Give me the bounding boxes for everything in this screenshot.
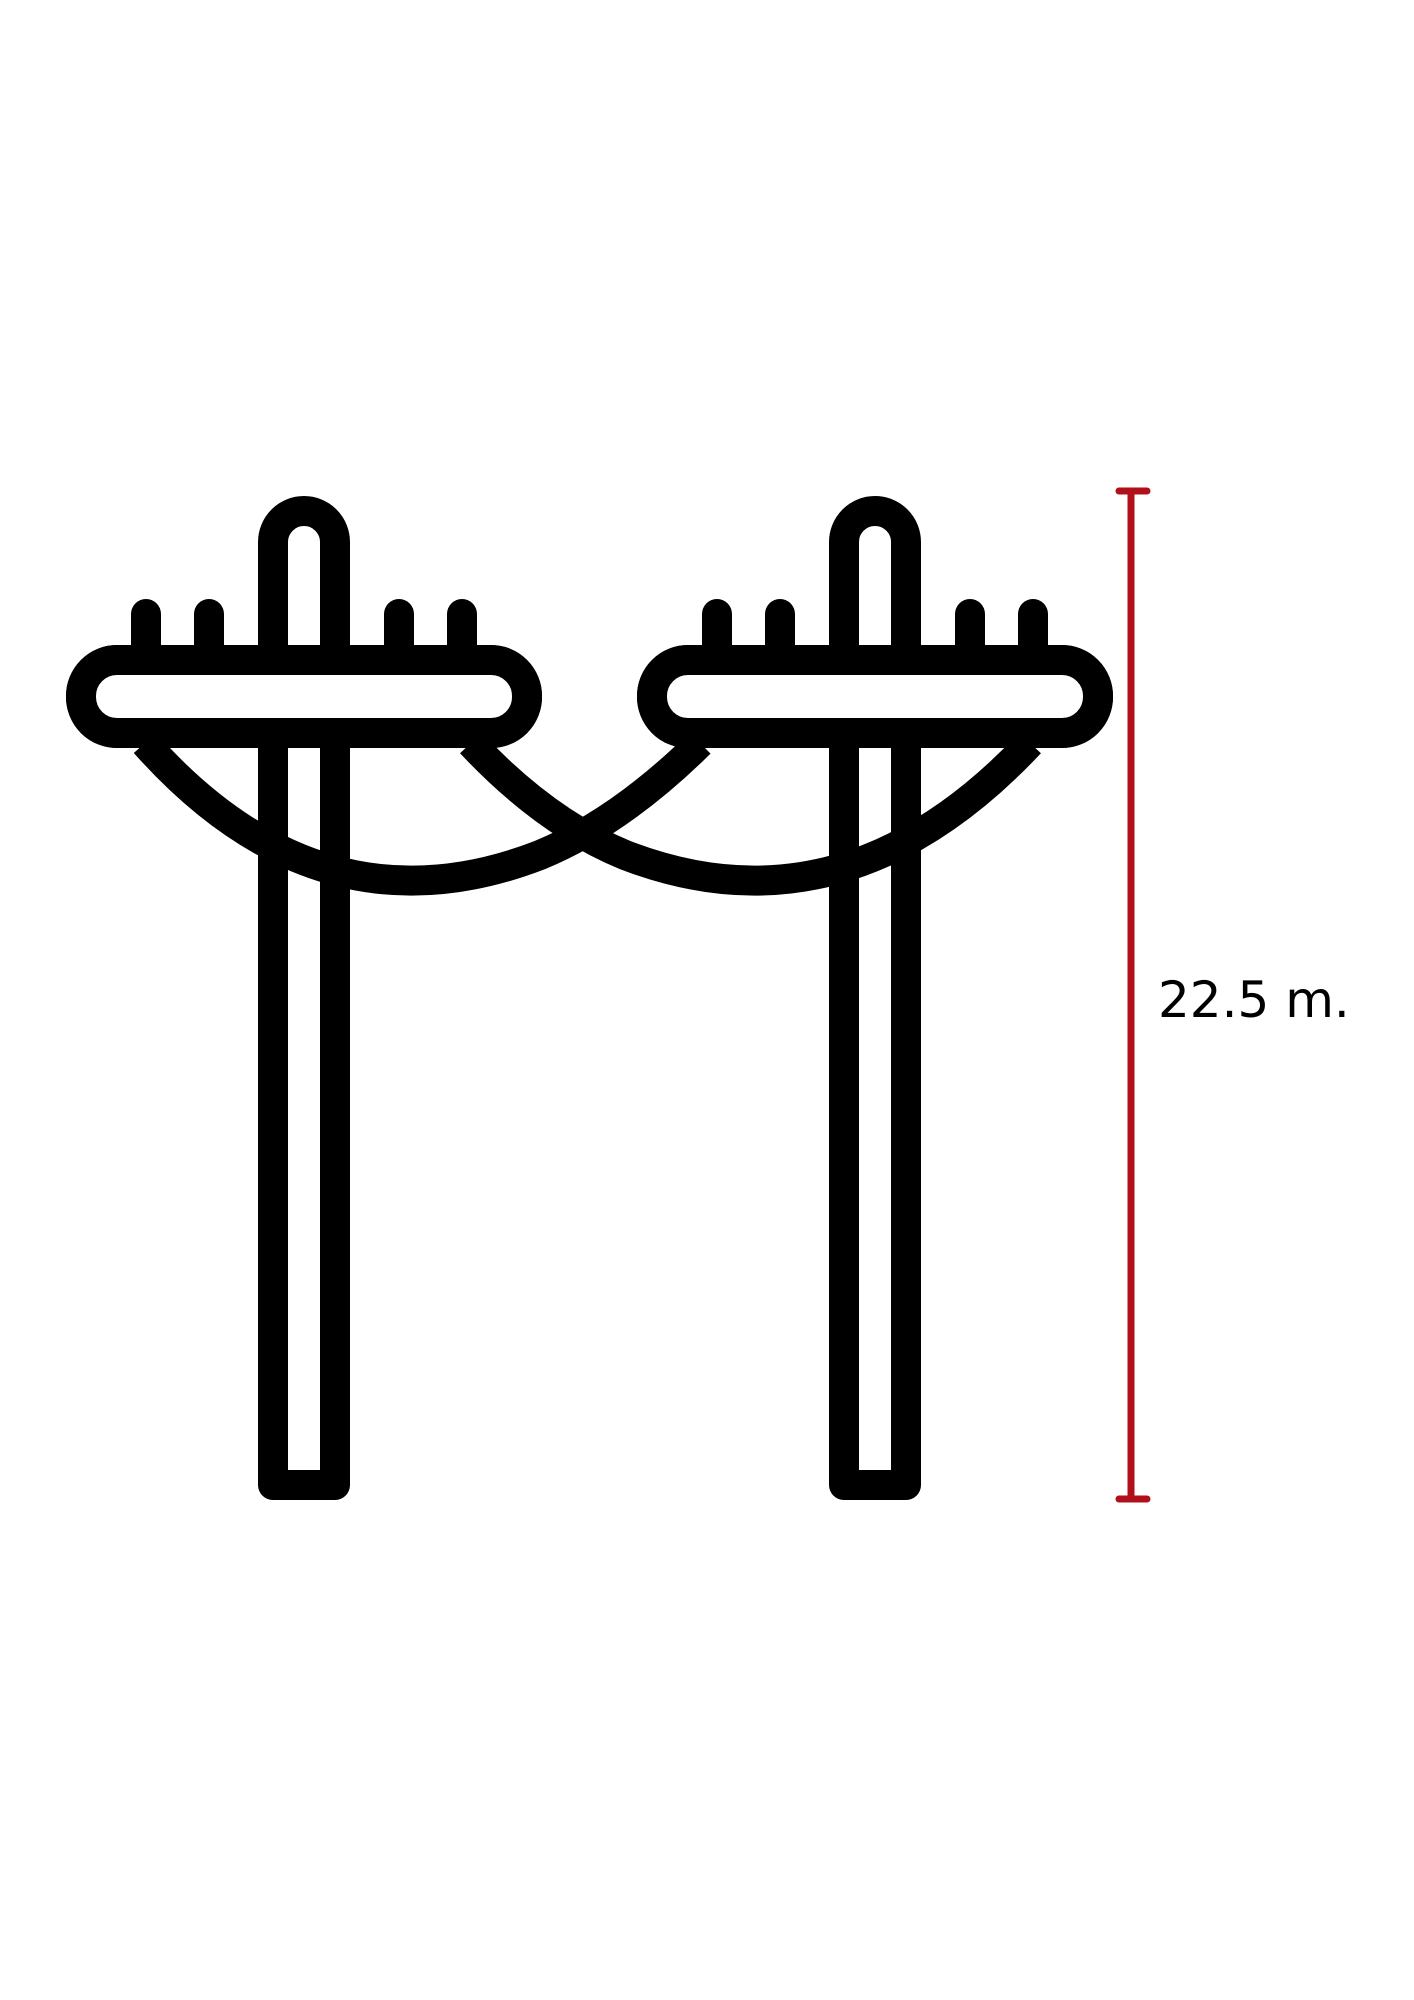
power-lines: [66, 645, 1113, 896]
height-dimension-line: [1115, 487, 1151, 1503]
right-pole-shaft: [829, 496, 921, 1500]
wire-right-sag: [460, 732, 1041, 896]
left-crossarm-front: [66, 645, 542, 748]
left-pole-shaft: [258, 496, 350, 1500]
right-crossarm-front: [637, 645, 1113, 748]
height-measurement-label: 22.5 m.: [1158, 971, 1350, 1029]
wire-left-sag: [133, 732, 711, 896]
